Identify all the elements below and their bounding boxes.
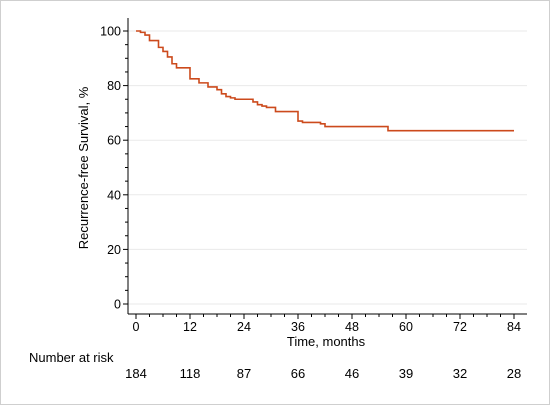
gridlines <box>128 30 527 305</box>
risk-count: 39 <box>399 366 413 381</box>
x-tick-label: 48 <box>345 320 359 334</box>
axes: 0 20 40 60 80 100 0 12 24 36 48 60 72 84 <box>100 18 527 334</box>
risk-count: 46 <box>345 366 359 381</box>
y-tick-label: 100 <box>100 25 121 39</box>
risk-count: 66 <box>291 366 305 381</box>
x-tick-label: 84 <box>507 320 521 334</box>
risk-count: 118 <box>180 366 201 381</box>
y-tick-label: 0 <box>114 298 121 312</box>
y-tick-label: 40 <box>107 188 121 202</box>
y-tick-label: 60 <box>107 134 121 148</box>
survival-curve-0 <box>136 30 514 132</box>
x-axis-title: Time, months <box>287 334 366 349</box>
risk-count: 184 <box>125 366 147 381</box>
series-layer <box>136 30 514 132</box>
x-tick-label: 60 <box>399 320 413 334</box>
x-tick-label: 36 <box>291 320 305 334</box>
risk-table: 184 118 87 66 46 39 32 28 <box>125 366 521 381</box>
x-tick-label: 0 <box>133 320 140 334</box>
risk-count: 87 <box>237 366 251 381</box>
risk-table-label: Number at risk <box>29 350 114 365</box>
y-tick-label: 80 <box>107 79 121 93</box>
x-tick-label: 24 <box>237 320 251 334</box>
x-tick-label: 12 <box>183 320 197 334</box>
y-tick-label: 20 <box>107 243 121 257</box>
x-tick-label: 72 <box>453 320 467 334</box>
y-axis-title: Recurrence-free Survival, % <box>76 86 91 249</box>
risk-count: 32 <box>453 366 467 381</box>
risk-count: 28 <box>507 366 521 381</box>
